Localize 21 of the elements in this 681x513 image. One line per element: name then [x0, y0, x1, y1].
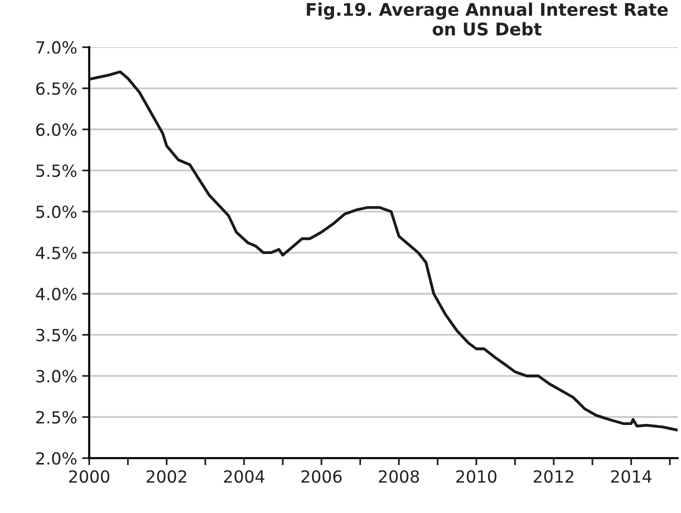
y-tick-label: 6.5%: [36, 82, 76, 95]
y-tick-label: 2.5%: [36, 410, 76, 424]
x-tick-label: 2010: [456, 470, 496, 483]
y-tick-label: 7.0%: [36, 41, 76, 54]
y-tick-label: 3.5%: [36, 328, 76, 342]
y-tick-label: 6.0%: [36, 123, 76, 136]
y-tick-label: 2.0%: [36, 452, 76, 465]
x-tick-label: 2014: [611, 470, 652, 483]
y-tick-label: 5.0%: [36, 206, 76, 218]
x-tick-label: 2006: [301, 470, 342, 483]
y-tick-label: 4.0%: [36, 288, 76, 300]
x-tick-label: 2004: [224, 470, 264, 483]
chart-title: Fig.19. Average Annual Interest Rate on US Debt: [306, 2, 668, 36]
line-series: [89, 70, 678, 432]
x-tick-label: 2008: [378, 470, 419, 483]
y-tick-label: 4.5%: [36, 246, 76, 260]
y-tick-label: 3.0%: [36, 370, 76, 382]
x-tick-label: 2002: [146, 470, 186, 483]
y-tick-label: 5.5%: [36, 164, 76, 178]
x-tick-label: 2000: [69, 470, 110, 483]
x-tick-label: 2012: [534, 470, 574, 483]
